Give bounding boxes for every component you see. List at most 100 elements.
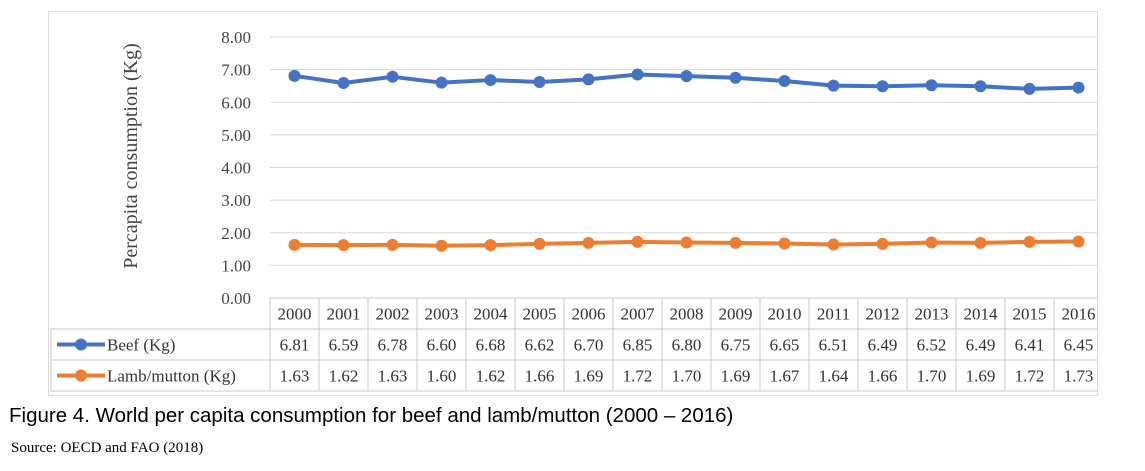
data-label: 6.59: [329, 336, 359, 355]
data-point: [974, 80, 987, 93]
data-point: [484, 74, 497, 87]
source-note: Source: OECD and FAO (2018): [11, 440, 204, 456]
data-point: [631, 68, 644, 81]
category-label: 2012: [866, 305, 900, 324]
data-point: [680, 70, 693, 83]
data-label: 1.62: [329, 367, 359, 386]
category-label: 2013: [915, 305, 949, 324]
category-label: 2001: [327, 305, 361, 324]
data-point: [337, 239, 350, 252]
data-label: 6.45: [1064, 336, 1094, 355]
category-label: 2005: [523, 305, 557, 324]
data-label: 6.85: [623, 336, 653, 355]
data-point: [582, 236, 595, 249]
data-label: 6.52: [917, 336, 947, 355]
data-label: 6.81: [280, 336, 310, 355]
figure-caption: Figure 4. World per capita consumption f…: [9, 404, 734, 427]
y-tick-label: 4.00: [221, 159, 251, 178]
y-tick-label: 0.00: [221, 289, 251, 308]
data-label: 1.73: [1064, 367, 1094, 386]
series-name: Lamb/mutton (Kg): [107, 367, 236, 386]
category-label: 2009: [719, 305, 753, 324]
data-point: [337, 77, 350, 90]
data-label: 1.66: [525, 367, 555, 386]
category-label: 2014: [964, 305, 999, 324]
y-tick-label: 1.00: [221, 256, 251, 275]
data-label: 6.51: [819, 336, 849, 355]
data-point: [1072, 235, 1085, 248]
data-label: 6.62: [525, 336, 555, 355]
data-label: 1.70: [917, 367, 947, 386]
data-point: [533, 76, 546, 89]
data-point: [729, 71, 742, 84]
series-name: Beef (Kg): [107, 336, 175, 355]
data-point: [631, 235, 644, 248]
y-tick-labels: 0.00 1.00 2.00 3.00 4.00 5.00 6.00 7.00 8.00: [221, 28, 251, 308]
data-point: [876, 237, 889, 250]
y-tick-label: 3.00: [221, 191, 251, 210]
category-label: 2000: [278, 305, 312, 324]
data-label: 1.67: [770, 367, 800, 386]
data-label: 1.60: [427, 367, 457, 386]
category-label: 2016: [1062, 305, 1096, 324]
data-point: [288, 69, 301, 82]
data-point: [778, 237, 791, 250]
data-point: [288, 238, 301, 251]
data-point: [533, 237, 546, 250]
y-axis-label: Percapita consumption (Kg): [120, 43, 142, 269]
series-lines: [288, 68, 1085, 252]
data-point: [1023, 235, 1036, 248]
data-point: [484, 239, 497, 252]
data-label: 1.72: [1015, 367, 1045, 386]
category-label: 2011: [817, 305, 850, 324]
data-point: [925, 236, 938, 249]
data-label: 6.80: [672, 336, 702, 355]
data-point: [1023, 82, 1036, 95]
y-tick-label: 6.00: [221, 93, 251, 112]
data-point: [925, 79, 938, 92]
data-point: [729, 236, 742, 249]
data-point: [680, 236, 693, 249]
category-label: 2002: [376, 305, 410, 324]
data-label: 6.49: [868, 336, 898, 355]
data-label: 1.69: [721, 367, 751, 386]
category-label: 2008: [670, 305, 704, 324]
data-point: [386, 70, 399, 83]
data-point: [827, 79, 840, 92]
data-label: 6.65: [770, 336, 800, 355]
data-point: [827, 238, 840, 251]
y-tick-label: 2.00: [221, 224, 251, 243]
data-point: [1072, 81, 1085, 94]
data-label: 6.75: [721, 336, 751, 355]
category-label: 2004: [474, 305, 509, 324]
data-label: 1.69: [966, 367, 996, 386]
category-label: 2006: [572, 305, 606, 324]
data-point: [435, 76, 448, 89]
data-point: [778, 75, 791, 88]
data-label: 1.64: [819, 367, 849, 386]
chart-frame: 0.00 1.00 2.00 3.00 4.00 5.00 6.00 7.00 8.00 Per…: [48, 11, 1098, 396]
data-label: 1.62: [476, 367, 506, 386]
data-table: 2000 2001 2002 2003 2004 2005 2006 2007 2008 2009…: [50, 297, 1097, 392]
category-label: 2007: [621, 305, 656, 324]
data-label: 1.72: [623, 367, 653, 386]
y-tick-label: 5.00: [221, 126, 251, 145]
legend-marker: [75, 338, 87, 351]
legend-marker: [75, 369, 87, 382]
data-label: 6.68: [476, 336, 506, 355]
data-label: 6.60: [427, 336, 457, 355]
data-label: 1.69: [574, 367, 604, 386]
category-label: 2003: [425, 305, 459, 324]
y-tick-label: 8.00: [221, 28, 251, 47]
data-label: 6.41: [1015, 336, 1045, 355]
gridlines: [270, 36, 1097, 299]
data-label: 1.63: [280, 367, 310, 386]
data-label: 6.70: [574, 336, 604, 355]
data-point: [435, 239, 448, 252]
category-label: 2015: [1013, 305, 1047, 324]
data-label: 1.63: [378, 367, 408, 386]
data-point: [876, 80, 889, 93]
data-label: 1.66: [868, 367, 898, 386]
data-label: 1.70: [672, 367, 702, 386]
data-point: [974, 236, 987, 249]
